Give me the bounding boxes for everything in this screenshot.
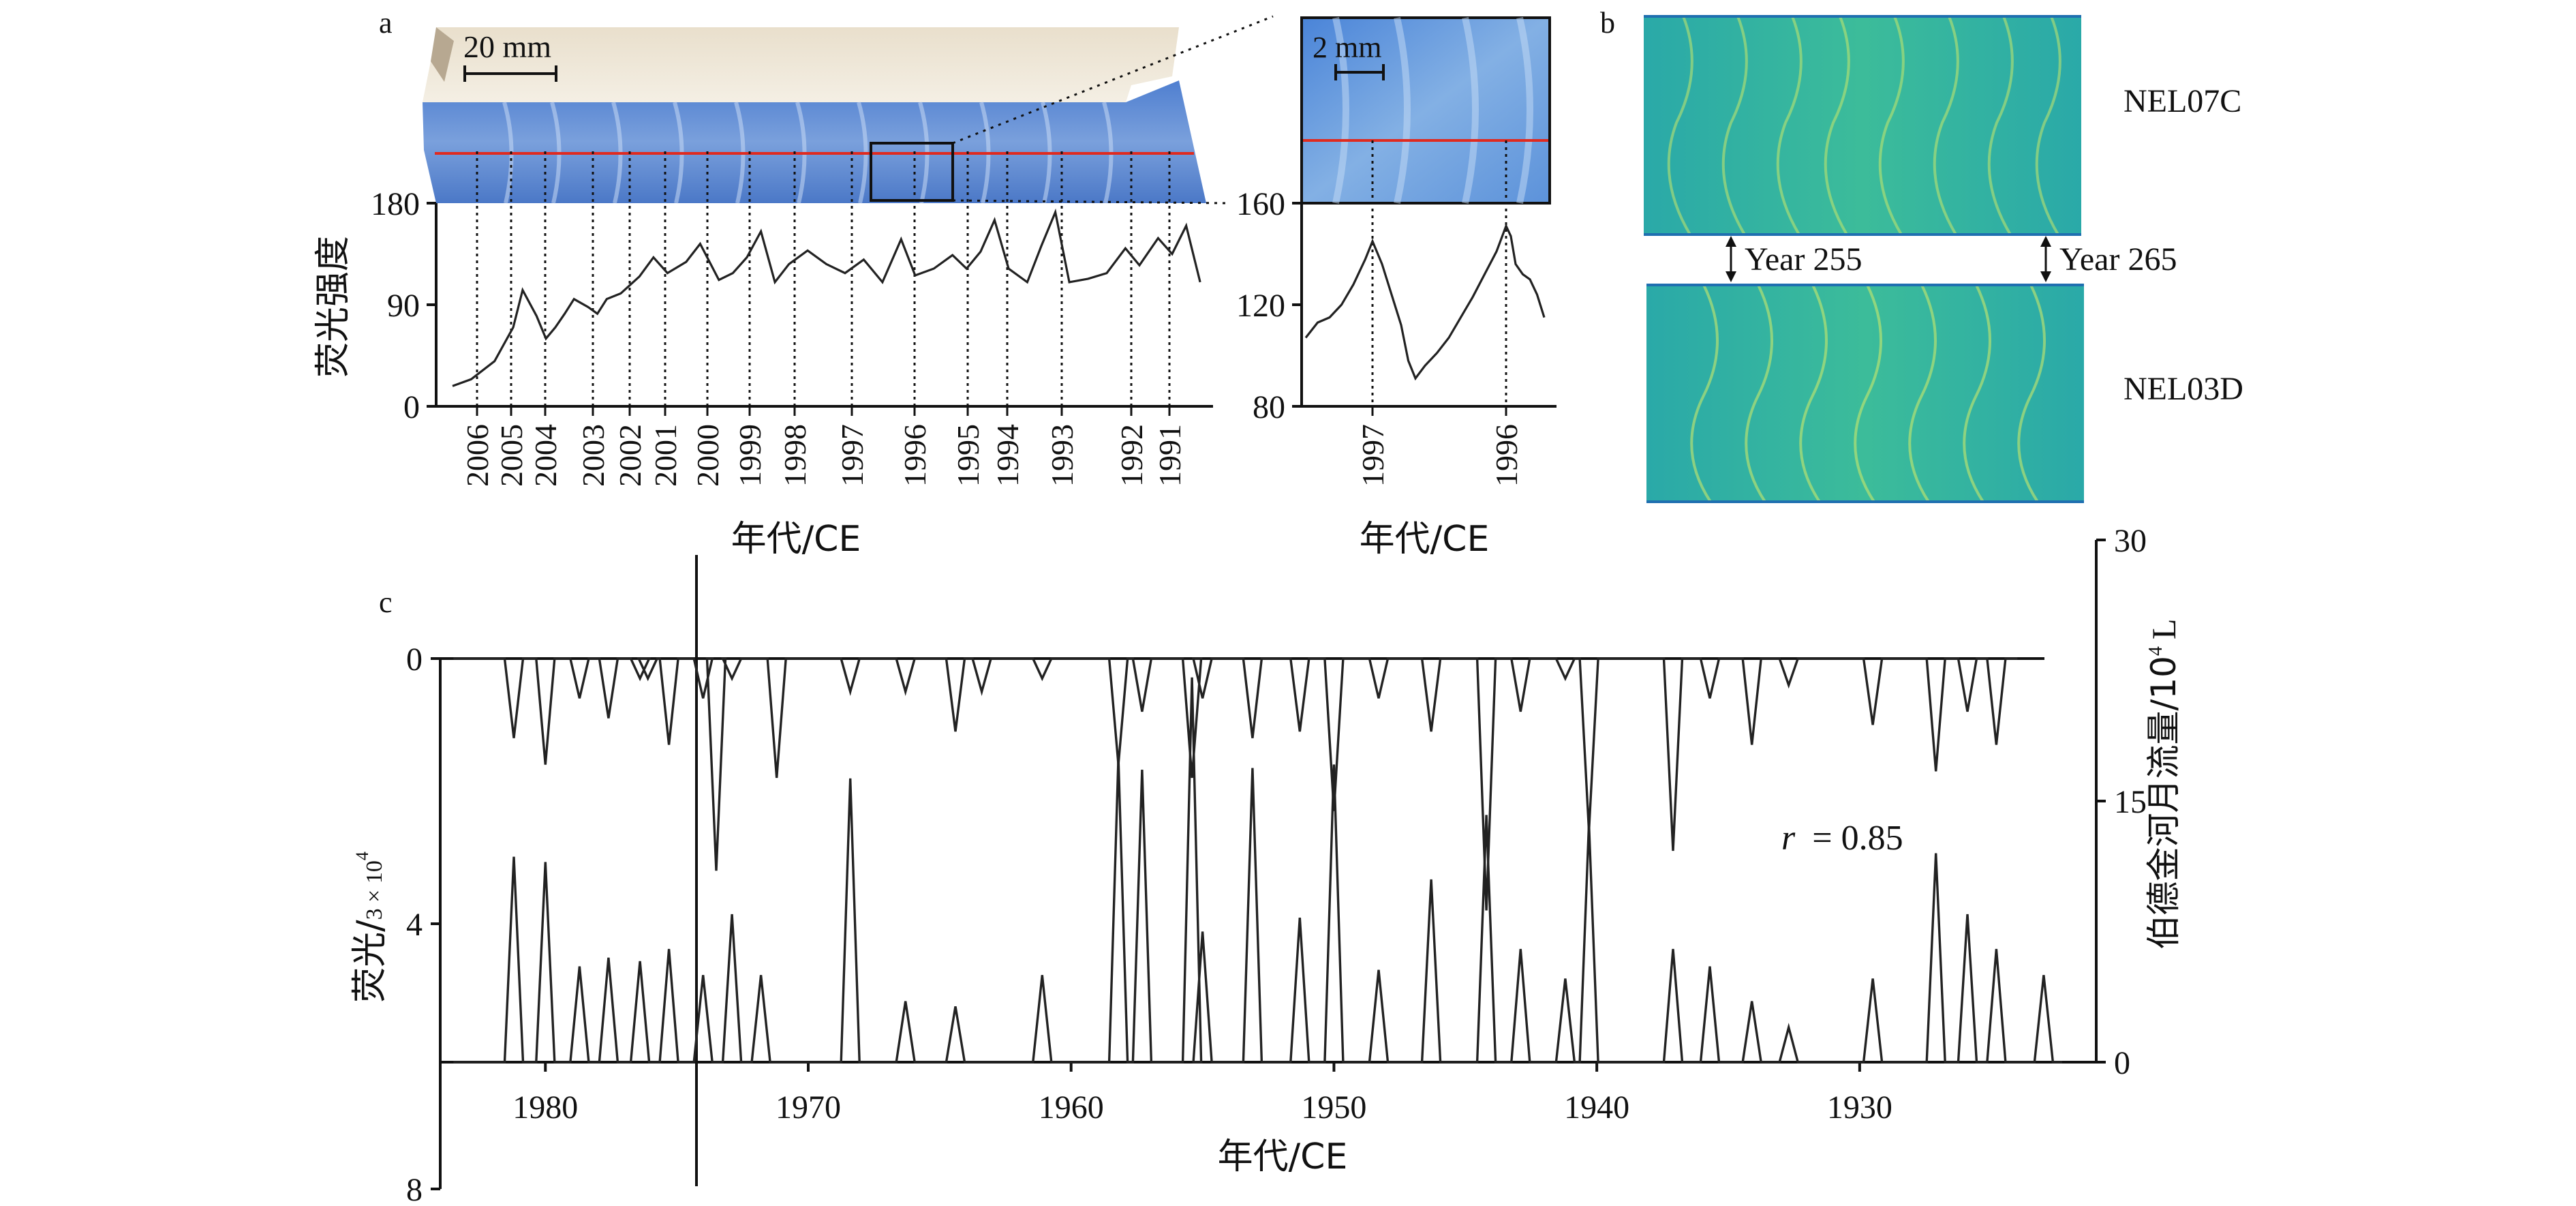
zoom-box (870, 142, 954, 202)
c-ylabel-right-sup: 4 (2145, 646, 2166, 656)
a-main-axes: 0 90 180 荧光强度 年代/CE (313, 186, 1213, 560)
a-zoom-year-labels: 1997 1996 (1355, 424, 1524, 487)
c-right-ytick-label: 30 (2114, 523, 2147, 559)
c-xtick-label: 1950 (1301, 1089, 1366, 1126)
panel-b: b NEL07C (1600, 6, 2243, 503)
a-zoom-ytick-label: 160 (1236, 186, 1285, 222)
a-main-year-label: 1992 (1114, 424, 1149, 487)
a-main-year-label: 1994 (990, 424, 1025, 487)
panel-label-a: a (379, 6, 393, 40)
c-ylabel-right: 伯德金河月流量/104 L (2144, 618, 2183, 949)
c-ylabel-left: 荧光/3 × 104 (350, 851, 390, 1003)
a-zoom-year-label: 1997 (1355, 424, 1390, 487)
year-marker-right: Year 265 (2040, 236, 2177, 282)
c-left-ytick-label: 8 (406, 1172, 423, 1206)
core-photo-edge (431, 27, 454, 82)
year-marker-left-label: Year 255 (1745, 241, 1862, 277)
a-main-series-line (452, 208, 1201, 387)
a-main-year-label: 2002 (613, 424, 647, 487)
c-correlation-symbol: r (1781, 819, 1796, 858)
core-photo (423, 27, 1206, 204)
a-zoom-year-label: 1996 (1489, 424, 1524, 487)
scale-bar-zoom-label: 2 mm (1313, 31, 1381, 64)
core-image-top-label: NEL07C (2123, 83, 2241, 119)
a-main-year-label: 2000 (690, 424, 725, 487)
a-main-year-labels: 2006 2005 2004 2003 2002 2001 2000 1999 1998 1997… (460, 424, 1187, 487)
c-xtick-label: 1930 (1827, 1089, 1892, 1126)
a-main-year-label: 2006 (460, 424, 495, 487)
c-xlabel: 年代/CE (1218, 1136, 1348, 1177)
a-main-year-label: 2001 (648, 424, 683, 487)
scale-bar-main-label: 20 mm (463, 29, 551, 64)
a-main-year-label: 2003 (576, 424, 611, 487)
c-left-ytick-label: 0 (406, 642, 423, 678)
c-flow-line (453, 677, 2062, 1064)
c-ylabel-left-sup: 4 (352, 851, 372, 860)
core-photo-upper (423, 27, 1179, 102)
scale-bar-zoom: 2 mm (1313, 31, 1385, 80)
c-right-ytick-label: 15 (2114, 784, 2147, 820)
a-main-year-label: 2005 (494, 424, 529, 487)
a-main-year-label: 1997 (835, 424, 870, 487)
a-main-year-label: 1991 (1152, 424, 1187, 487)
core-image-top (1644, 15, 2081, 236)
c-xtick-label: 1960 (1039, 1089, 1104, 1126)
a-main-ylabel: 荧光强度 (313, 236, 354, 378)
a-zoom-ytick-label: 120 (1236, 288, 1285, 324)
a-main-year-label: 1998 (778, 424, 812, 487)
a-zoom-series-line (1304, 223, 1546, 381)
c-ylabel-left-unit: 3 × 10 (362, 860, 387, 920)
a-main-ytick-label: 90 (387, 288, 420, 324)
core-image-bottom (1646, 284, 2084, 503)
panel-c: c 0 4 8 0 15 30 1980 1970 1960 1950 1940 1930 r =… (350, 523, 2183, 1206)
c-luminescence-line (453, 657, 2018, 911)
scale-bar-main: 20 mm (463, 29, 557, 82)
c-correlation-value: = 0.85 (1812, 819, 1903, 858)
a-main-year-label: 1995 (951, 424, 985, 487)
a-zoom-year-guides (1371, 140, 1507, 416)
a-main-ytick-label: 180 (371, 186, 420, 222)
zoom-banding (1332, 16, 1533, 205)
c-xtick-label: 1980 (512, 1089, 578, 1126)
a-main-year-label: 1993 (1045, 424, 1079, 487)
a-zoom-ytick-label: 80 (1253, 389, 1285, 425)
zoom-connector-top (952, 15, 1274, 145)
a-zoom-xlabel: 年代/CE (1360, 519, 1490, 560)
c-ylabel-right-text: 伯德金河月流量/10 (2144, 656, 2183, 949)
c-right-ytick-label: 0 (2114, 1045, 2130, 1081)
panel-a-zoom: 2 mm 80 120 160 1997 1996 年代/CE (1236, 16, 1557, 560)
panel-label-c: c (379, 586, 393, 619)
panel-label-b: b (1600, 6, 1615, 40)
panel-a: a (313, 6, 1274, 560)
year-marker-right-label: Year 265 (2059, 241, 2177, 277)
a-main-year-label: 1996 (898, 424, 932, 487)
a-main-xlabel: 年代/CE (731, 519, 861, 560)
c-xtick-label: 1940 (1564, 1089, 1629, 1126)
a-main-year-label: 1999 (733, 424, 767, 487)
a-main-year-guides (476, 151, 1171, 416)
core-image-bottom-label: NEL03D (2123, 371, 2243, 407)
c-left-ytick-label: 4 (406, 907, 423, 943)
c-ylabel-right-unit: L (2145, 618, 2183, 639)
a-main-year-label: 2004 (528, 424, 563, 487)
c-xtick-label: 1970 (776, 1089, 841, 1126)
a-main-ytick-label: 0 (403, 389, 420, 425)
year-marker-left: Year 255 (1726, 236, 1862, 282)
c-correlation: r = 0.85 (1781, 819, 1903, 858)
c-ylabel-left-text: 荧光/ (350, 920, 390, 1003)
